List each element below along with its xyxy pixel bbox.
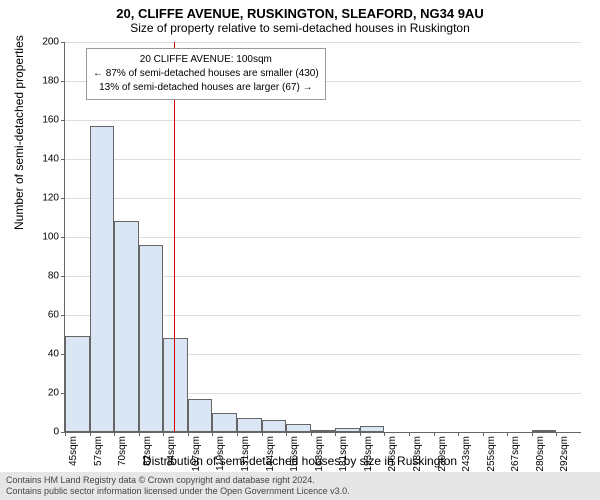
chart-title: 20, CLIFFE AVENUE, RUSKINGTON, SLEAFORD,… [0, 0, 600, 21]
chart-area: 02040608010012014016018020045sqm57sqm70s… [64, 42, 580, 432]
y-tick-label: 60 [33, 310, 59, 321]
x-tick-mark [311, 432, 312, 436]
y-tick-label: 200 [33, 37, 59, 48]
y-tick-label: 140 [33, 154, 59, 165]
footer-line-2: Contains public sector information licen… [6, 486, 594, 497]
y-tick-label: 180 [33, 76, 59, 87]
callout-line-1: 20 CLIFFE AVENUE: 100sqm [93, 53, 319, 67]
x-tick-mark [212, 432, 213, 436]
y-tick-label: 80 [33, 271, 59, 282]
histogram-bar [335, 428, 360, 432]
y-tick-label: 0 [33, 427, 59, 438]
histogram-bar [114, 221, 139, 432]
gridline [65, 120, 581, 121]
histogram-bar [237, 418, 262, 432]
gridline [65, 159, 581, 160]
y-tick-mark [61, 159, 65, 160]
footer: Contains HM Land Registry data © Crown c… [0, 472, 600, 500]
y-tick-mark [61, 237, 65, 238]
x-tick-mark [114, 432, 115, 436]
y-tick-mark [61, 42, 65, 43]
x-axis-label: Distribution of semi-detached houses by … [0, 454, 600, 468]
histogram-bar [532, 430, 557, 432]
y-tick-label: 20 [33, 388, 59, 399]
gridline [65, 42, 581, 43]
x-tick-mark [434, 432, 435, 436]
marker-line [174, 42, 175, 432]
histogram-bar [188, 399, 213, 432]
y-tick-label: 40 [33, 349, 59, 360]
gridline [65, 237, 581, 238]
y-tick-label: 120 [33, 193, 59, 204]
y-tick-mark [61, 315, 65, 316]
callout-line-3: 13% of semi-detached houses are larger (… [93, 81, 319, 95]
x-tick-mark [507, 432, 508, 436]
y-tick-label: 160 [33, 115, 59, 126]
histogram-bar [212, 413, 237, 433]
y-tick-mark [61, 198, 65, 199]
histogram-bar [311, 430, 336, 432]
plot-area: 02040608010012014016018020045sqm57sqm70s… [64, 42, 581, 433]
y-axis-label: Number of semi-detached properties [12, 35, 26, 230]
y-tick-mark [61, 81, 65, 82]
marker-callout: 20 CLIFFE AVENUE: 100sqm ← 87% of semi-d… [86, 48, 326, 100]
histogram-bar [286, 424, 311, 432]
x-tick-mark [483, 432, 484, 436]
gridline [65, 198, 581, 199]
x-tick-mark [384, 432, 385, 436]
histogram-bar [262, 420, 287, 432]
histogram-bar [65, 336, 90, 432]
chart-subtitle: Size of property relative to semi-detach… [0, 21, 600, 39]
histogram-bar [139, 245, 164, 432]
x-tick-mark [188, 432, 189, 436]
x-tick-mark [262, 432, 263, 436]
x-tick-mark [90, 432, 91, 436]
histogram-bar [90, 126, 115, 432]
callout-line-2: ← 87% of semi-detached houses are smalle… [93, 67, 319, 81]
x-tick-mark [458, 432, 459, 436]
footer-line-1: Contains HM Land Registry data © Crown c… [6, 475, 594, 486]
y-tick-mark [61, 120, 65, 121]
x-tick-mark [286, 432, 287, 436]
y-tick-label: 100 [33, 232, 59, 243]
x-tick-mark [409, 432, 410, 436]
x-tick-mark [65, 432, 66, 436]
x-tick-mark [163, 432, 164, 436]
histogram-bar [163, 338, 188, 432]
y-tick-mark [61, 276, 65, 277]
x-tick-mark [556, 432, 557, 436]
x-tick-mark [360, 432, 361, 436]
x-tick-mark [532, 432, 533, 436]
x-tick-mark [237, 432, 238, 436]
x-tick-mark [335, 432, 336, 436]
x-tick-mark [139, 432, 140, 436]
histogram-bar [360, 426, 385, 432]
